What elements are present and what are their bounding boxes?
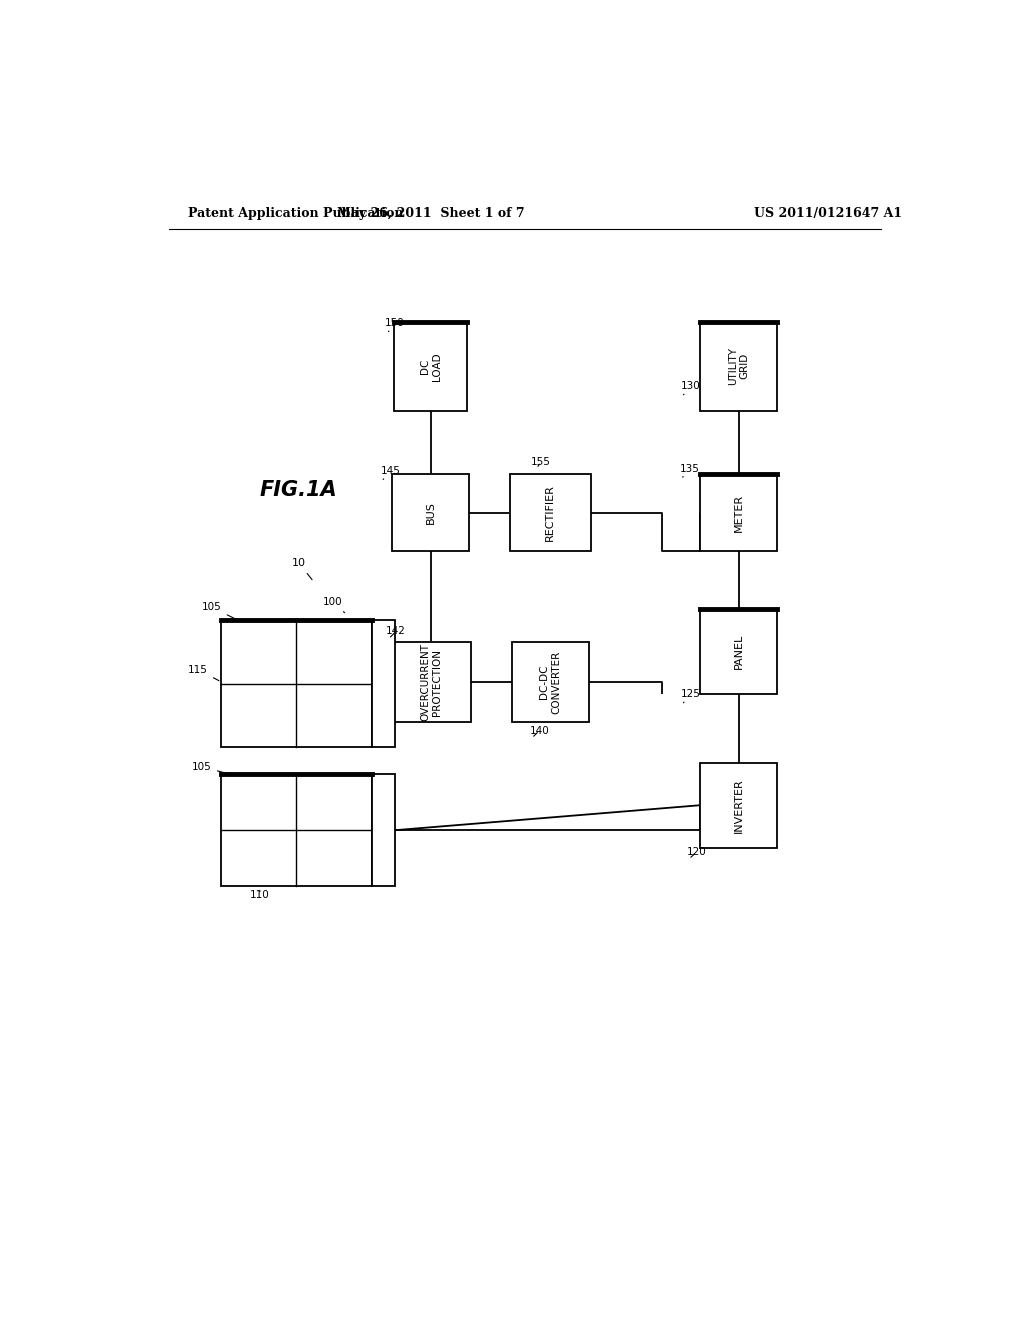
Text: 110: 110 (250, 890, 269, 900)
Text: 10: 10 (292, 558, 312, 579)
Text: DC-DC
CONVERTER: DC-DC CONVERTER (540, 651, 561, 714)
Text: BUS: BUS (426, 502, 436, 524)
Text: 140: 140 (529, 726, 549, 737)
Text: FIG.1A: FIG.1A (260, 479, 337, 499)
Text: 120: 120 (686, 847, 707, 857)
Bar (390, 642, 471, 722)
Text: 125: 125 (681, 689, 701, 702)
Text: Patent Application Publication: Patent Application Publication (188, 207, 403, 220)
Bar (700, 609, 777, 693)
Text: 105: 105 (193, 762, 228, 774)
Text: 100: 100 (323, 597, 345, 612)
Text: PANEL: PANEL (734, 634, 743, 669)
Text: 135: 135 (680, 463, 699, 478)
Bar (372, 775, 394, 886)
Bar (221, 620, 372, 747)
Bar (700, 474, 777, 552)
Text: METER: METER (734, 494, 743, 532)
Bar (700, 322, 777, 411)
Bar (510, 474, 591, 552)
Text: 155: 155 (531, 457, 551, 467)
Bar (700, 763, 777, 847)
Bar (512, 642, 589, 722)
Text: US 2011/0121647 A1: US 2011/0121647 A1 (755, 207, 902, 220)
Bar (372, 620, 394, 747)
Text: 105: 105 (202, 602, 236, 619)
Text: May 26, 2011  Sheet 1 of 7: May 26, 2011 Sheet 1 of 7 (337, 207, 524, 220)
Text: UTILITY
GRID: UTILITY GRID (728, 347, 750, 385)
Text: DC
LOAD: DC LOAD (420, 352, 441, 380)
Text: 115: 115 (188, 665, 219, 681)
Text: OVERCURRENT
PROTECTION: OVERCURRENT PROTECTION (420, 643, 441, 721)
Bar (394, 322, 467, 411)
Text: 142: 142 (386, 626, 407, 638)
Text: 150: 150 (385, 318, 404, 331)
Text: 130: 130 (681, 381, 700, 395)
Text: INVERTER: INVERTER (734, 777, 743, 833)
Text: RECTIFIER: RECTIFIER (545, 484, 555, 541)
Bar (392, 474, 469, 552)
Bar (221, 775, 372, 886)
Text: 145: 145 (381, 466, 400, 479)
